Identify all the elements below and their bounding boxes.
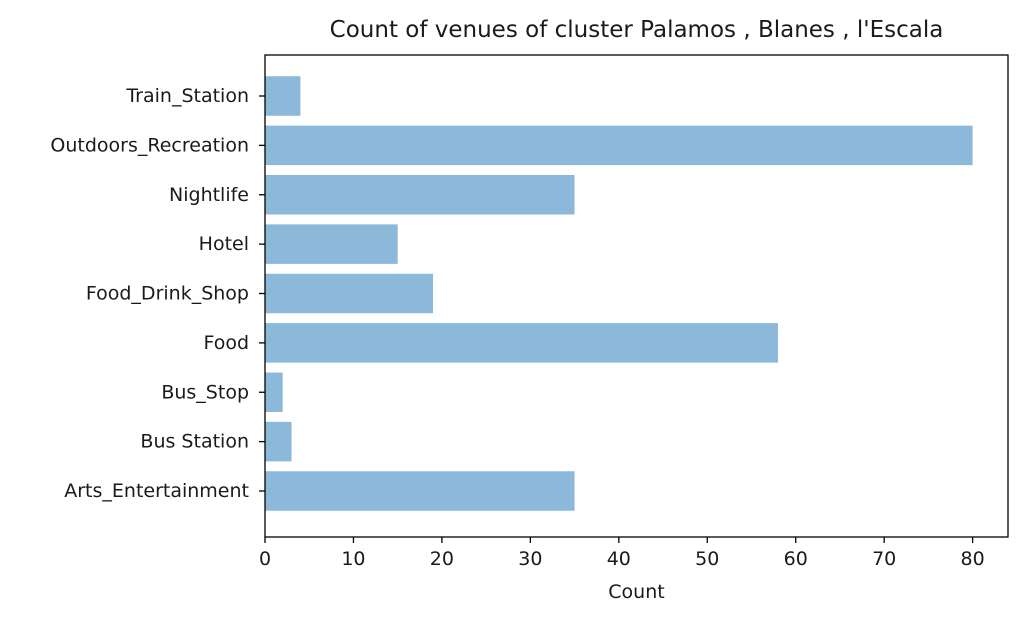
bar-bus-station bbox=[265, 421, 292, 462]
x-axis-label: Count bbox=[608, 581, 664, 603]
bar-bus-stop bbox=[265, 372, 283, 412]
bar-hotel bbox=[265, 224, 398, 264]
bar-arts-entertainment bbox=[265, 471, 575, 511]
bar-food bbox=[265, 323, 779, 363]
y-tick-label: Nightlife bbox=[169, 184, 249, 206]
x-tick-label: 80 bbox=[961, 548, 985, 570]
y-axis: Arts_Entertainment Bus Station Bus_Stop Foo… bbox=[50, 85, 265, 502]
x-tick-label: 10 bbox=[341, 548, 365, 570]
bar-food-drink-shop bbox=[265, 273, 434, 314]
chart-title: Count of venues of cluster Palamos , Bla… bbox=[330, 17, 944, 43]
y-tick-label: Bus Station bbox=[140, 431, 249, 453]
y-tick-label: Food bbox=[203, 332, 249, 354]
x-tick-label: 40 bbox=[607, 548, 631, 570]
y-tick-label: Hotel bbox=[199, 233, 249, 255]
x-axis: 0 10 20 30 40 50 60 70 80 bbox=[259, 537, 985, 570]
x-tick-label: 70 bbox=[872, 548, 896, 570]
y-tick-label: Outdoors_Recreation bbox=[50, 134, 249, 156]
y-tick-label: Train_Station bbox=[125, 85, 249, 107]
x-tick-label: 30 bbox=[518, 548, 542, 570]
bar-train-station bbox=[265, 76, 301, 116]
y-tick-label: Arts_Entertainment bbox=[64, 480, 249, 502]
y-tick-label: Food_Drink_Shop bbox=[86, 283, 249, 305]
x-tick-label: 60 bbox=[784, 548, 808, 570]
bar-nightlife bbox=[265, 175, 575, 215]
bars-group bbox=[265, 76, 973, 511]
y-tick-label: Bus_Stop bbox=[161, 381, 249, 403]
x-tick-label: 50 bbox=[695, 548, 719, 570]
x-tick-label: 0 bbox=[259, 548, 271, 570]
plot-frame bbox=[264, 54, 1009, 538]
bar-outdoors-recreation bbox=[265, 125, 973, 166]
x-tick-label: 20 bbox=[430, 548, 454, 570]
